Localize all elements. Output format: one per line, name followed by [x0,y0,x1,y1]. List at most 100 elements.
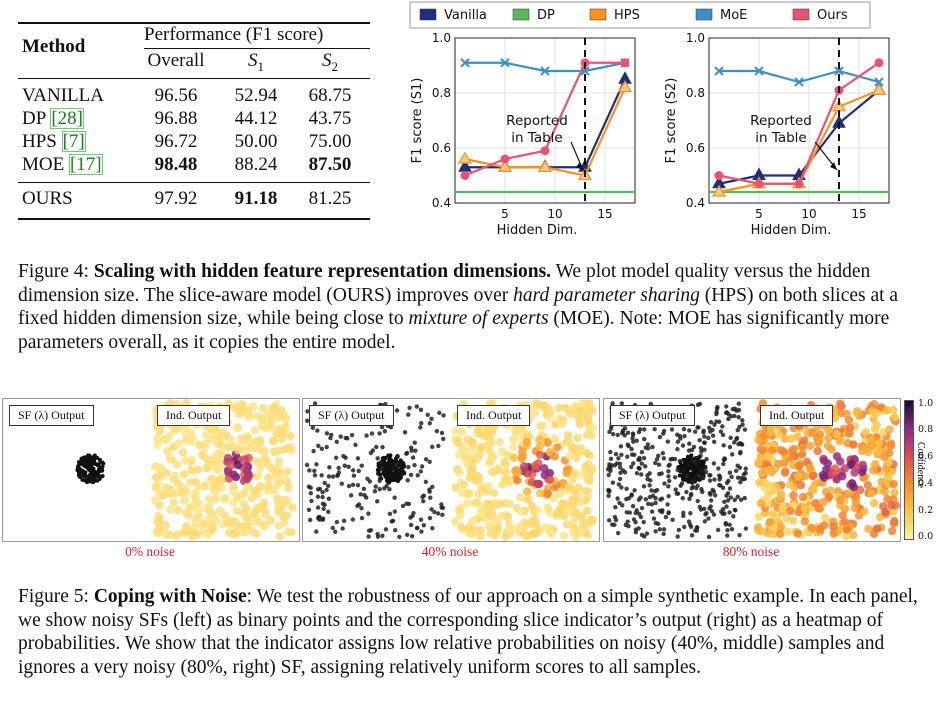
heat-point [517,454,527,463]
heat-point [861,427,870,437]
sf-point [688,471,693,476]
heat-point [511,426,520,435]
sf-noise-point [676,527,682,533]
sf-noise-point [653,529,658,534]
sf-noise-point [643,497,649,502]
sf-noise-point [394,408,400,413]
heat-point [162,530,171,540]
sf-noise-point [718,475,723,480]
heat-point [793,432,802,442]
sf-noise-point [419,529,424,534]
citation-link[interactable]: [28] [50,108,84,129]
sf-noise-point [738,497,744,503]
heat-point [199,451,208,460]
heat-point [266,516,276,525]
sf-noise-point [351,473,357,478]
heat-point [583,448,592,458]
heat-point [274,456,284,466]
sf-noise-point [366,511,371,516]
heat-point [498,480,507,489]
sf-point [88,479,93,484]
heat-point [173,423,182,433]
y-axis-label: F1 score (S2) [664,78,679,164]
sf-point [95,455,100,460]
sf-noise-point [632,488,637,493]
sf-output-tag: SF (λ) Output [309,405,394,426]
sf-point [387,453,392,458]
sf-noise-point [666,484,671,489]
sf-noise-point [702,434,707,439]
ind-output-panel: Ind. Output [753,399,901,541]
heat-point [778,503,788,512]
sf-noise-point [615,432,620,438]
sf-noise-point [639,472,644,477]
sf-noise-point [637,427,643,432]
sf-point [682,461,687,466]
heat-point [588,406,597,415]
sf-point [100,464,105,469]
heat-point [555,489,565,498]
sf-noise-point [319,446,324,451]
sf-noise-point [355,456,361,461]
data-point [460,58,470,68]
heat-point [881,507,890,517]
sf-noise-point [330,525,335,531]
heat-point [489,512,498,522]
sf-point [689,457,694,462]
sf-noise-point [330,474,336,479]
sf-noise-point [394,461,399,466]
heat-point [255,446,265,455]
sf-noise-point [358,492,363,497]
heat-point [155,515,164,524]
heat-point [225,518,235,528]
data-point [497,159,513,172]
heat-point [502,450,512,459]
colorbar-tick: 0.8 [918,424,934,435]
x-tick-label: 15 [597,207,612,221]
x-axis-label: Hidden Dim. [751,223,832,238]
arrow-head [576,162,583,170]
sf-noise-point [607,462,612,467]
sf-noise-point [441,436,446,442]
sf-noise-point [380,533,385,539]
heat-point [201,439,211,448]
heat-point [267,422,276,432]
caption-moe: MOE [559,308,604,329]
legend-swatch [695,8,713,21]
sf-noise-point [743,466,748,471]
sf-point [90,469,95,474]
data-point [540,66,550,76]
sf-noise-point [380,444,385,450]
heat-point [160,490,169,499]
sf-noise-point [359,515,365,521]
heat-point [233,460,243,470]
heat-point [243,481,253,491]
heat-point [252,529,261,538]
sf-noise-point [409,448,414,453]
x-axis-label: Hidden Dim. [497,223,578,238]
heat-point [281,496,290,505]
sf-noise-point [624,486,629,492]
sf-noise-point [418,425,423,430]
heat-point [202,463,211,473]
heat-point [587,431,597,440]
sf-noise-point [682,524,687,530]
heat-point [554,403,564,413]
citation-link[interactable]: [7] [61,131,86,152]
sf-noise-point [721,461,726,467]
heat-point [179,469,189,479]
sf-noise-point [701,428,706,434]
sf-noise-point [619,452,624,458]
sf-noise-point [687,496,692,501]
heat-point [178,448,188,457]
citation-link[interactable]: [17] [68,154,103,175]
sf-noise-point [680,496,685,501]
heat-point [454,438,463,447]
sf-point [95,478,100,483]
sf-noise-point [419,421,424,426]
heat-point [501,532,510,541]
sf-noise-point [655,521,661,527]
noise-label-0: 0% noise [125,544,175,559]
heat-point [876,403,885,412]
sf-noise-point [659,509,665,515]
